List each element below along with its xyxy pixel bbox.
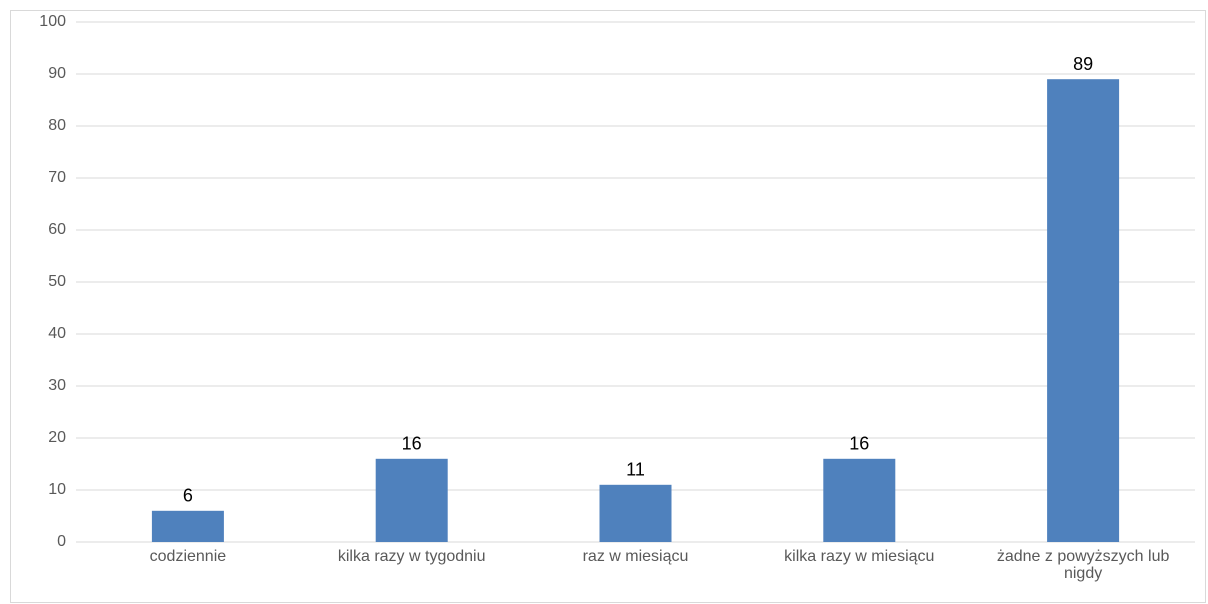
y-tick-label: 20 [48, 429, 66, 446]
x-tick-label: żadne z powyższych lub nigdy [996, 548, 1170, 582]
x-tick-label: kilka razy w miesiącu [784, 548, 935, 565]
y-tick-label: 100 [39, 13, 66, 30]
bar [151, 510, 224, 542]
y-tick-label: 40 [48, 325, 66, 342]
y-tick-label: 90 [48, 65, 66, 82]
y-tick-label: 60 [48, 221, 66, 238]
data-label: 6 [183, 486, 193, 506]
data-label: 11 [626, 460, 645, 480]
data-label: 16 [849, 434, 869, 454]
y-tick-label: 30 [48, 377, 66, 394]
x-tick-label: kilka razy w tygodniu [337, 548, 486, 565]
y-tick-label: 0 [57, 533, 66, 550]
x-tick-label: codziennie [149, 548, 227, 565]
y-tick-label: 70 [48, 169, 66, 186]
bar [375, 458, 448, 542]
y-tick-label: 80 [48, 117, 66, 134]
x-tick-label: raz w miesiącu [582, 548, 689, 565]
y-tick-label: 50 [48, 273, 66, 290]
bar [1047, 79, 1120, 542]
data-label: 89 [1073, 54, 1093, 74]
data-label: 16 [402, 434, 422, 454]
bar [599, 484, 672, 542]
y-tick-label: 10 [48, 481, 66, 498]
bar [823, 458, 896, 542]
